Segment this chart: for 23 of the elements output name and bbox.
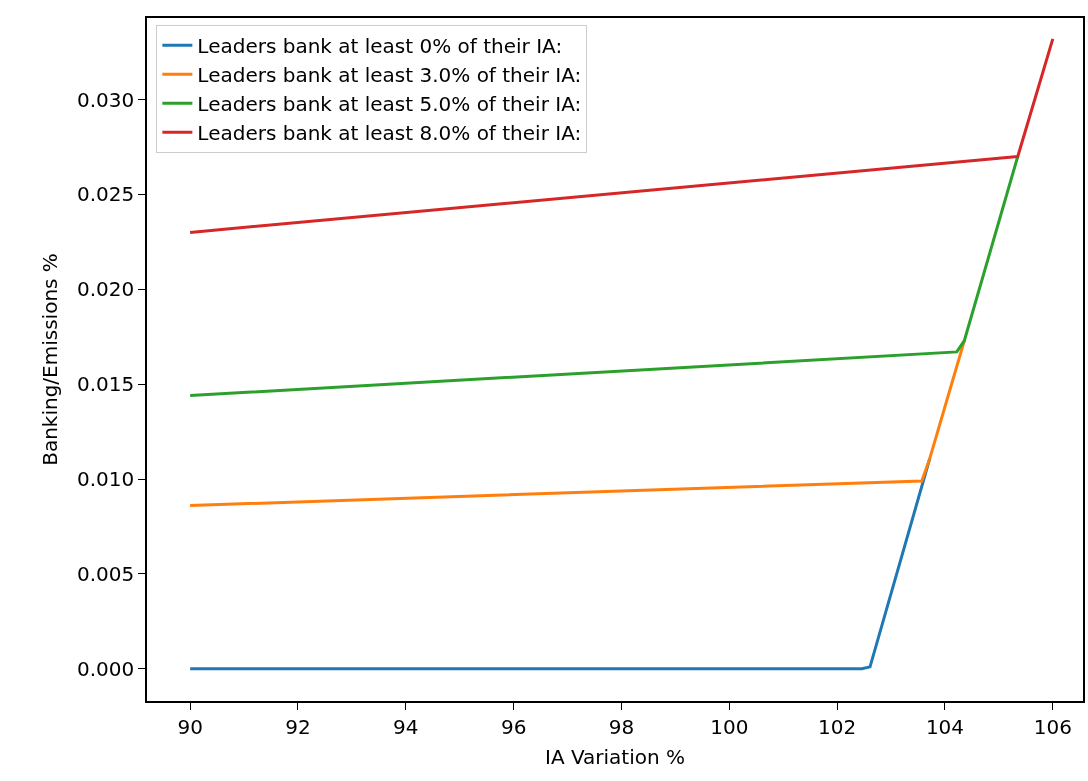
x-tick-label: 94 [393, 714, 419, 739]
x-tick-label: 90 [177, 714, 203, 739]
x-tick-label: 92 [285, 714, 311, 739]
x-tick-label: 104 [925, 714, 965, 739]
y-axis-title: Banking/Emissions % [37, 253, 62, 466]
x-axis-title: IA Variation % [544, 744, 686, 769]
y-tick-label: 0.020 [76, 277, 135, 302]
x-tick-label: 106 [1033, 714, 1072, 739]
legend-label: Leaders bank at least 8.0% of their IA: [197, 121, 582, 146]
y-tick-label: 0.005 [76, 561, 135, 586]
line-series [188, 155, 1020, 398]
y-tick-label: 0.025 [76, 182, 135, 207]
legend-label: Leaders bank at least 5.0% of their IA: [197, 92, 582, 117]
x-tick-label: 96 [500, 714, 527, 739]
y-tick-label: 0.010 [76, 467, 135, 492]
x-tick-label: 98 [608, 714, 635, 739]
legend-label: Leaders bank at least 0% of their IA: [197, 34, 563, 59]
legend-label: Leaders bank at least 3.0% of their IA: [197, 63, 582, 88]
y-tick-label: 0.015 [76, 372, 135, 397]
y-tick-label: 0.000 [76, 656, 135, 681]
x-tick-label: 100 [710, 714, 749, 739]
x-tick-label: 102 [818, 714, 857, 739]
y-tick-label: 0.030 [76, 87, 135, 112]
